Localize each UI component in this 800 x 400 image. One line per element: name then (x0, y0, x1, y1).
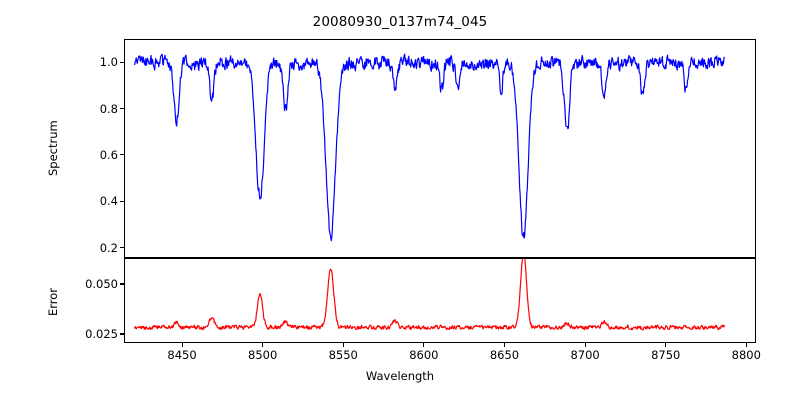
x-tick-mark-8800 (746, 343, 747, 347)
y-axis-label-spectrum: Spectrum (46, 120, 60, 176)
x-tick-mark-8500 (262, 343, 263, 347)
y-tick-mark-top-0.6 (120, 154, 124, 155)
x-tick-mark-8700 (585, 343, 586, 347)
spectrum-line-series (125, 40, 755, 257)
error-line-series (125, 259, 755, 342)
page-title: 20080930_0137m74_045 (0, 14, 800, 30)
x-tick-label-8550: 8550 (313, 348, 373, 362)
error-plot-panel (124, 258, 756, 343)
y-tick-label-bottom-0.050: 0.050 (72, 277, 118, 291)
y-tick-mark-top-1.0 (120, 62, 124, 63)
x-tick-label-8650: 8650 (474, 348, 534, 362)
y-tick-mark-top-0.4 (120, 201, 124, 202)
y-tick-label-top-0.6: 0.6 (78, 148, 118, 162)
y-tick-label-top-0.4: 0.4 (78, 194, 118, 208)
x-axis-label-wavelength: Wavelength (0, 369, 800, 383)
y-tick-label-bottom-0.025: 0.025 (72, 327, 118, 341)
y-tick-mark-bottom-0.050 (120, 283, 124, 284)
x-tick-mark-8450 (182, 343, 183, 347)
x-tick-label-8700: 8700 (555, 348, 615, 362)
x-tick-mark-8650 (504, 343, 505, 347)
x-tick-label-8800: 8800 (716, 348, 776, 362)
y-tick-mark-top-0.2 (120, 247, 124, 248)
x-tick-label-8750: 8750 (636, 348, 696, 362)
x-tick-label-8500: 8500 (233, 348, 293, 362)
y-tick-label-top-0.2: 0.2 (78, 241, 118, 255)
x-tick-mark-8550 (343, 343, 344, 347)
x-tick-mark-8750 (665, 343, 666, 347)
spectrum-plot-panel (124, 39, 756, 258)
x-tick-label-8600: 8600 (394, 348, 454, 362)
y-tick-mark-top-0.8 (120, 108, 124, 109)
x-tick-mark-8600 (423, 343, 424, 347)
y-tick-mark-bottom-0.025 (120, 333, 124, 334)
figure-canvas: 20080930_0137m74_045 Spectrum Error Wave… (0, 0, 800, 400)
y-tick-label-top-0.8: 0.8 (78, 102, 118, 116)
y-axis-label-error: Error (46, 287, 60, 315)
x-tick-label-8450: 8450 (152, 348, 212, 362)
y-tick-label-top-1.0: 1.0 (78, 55, 118, 69)
